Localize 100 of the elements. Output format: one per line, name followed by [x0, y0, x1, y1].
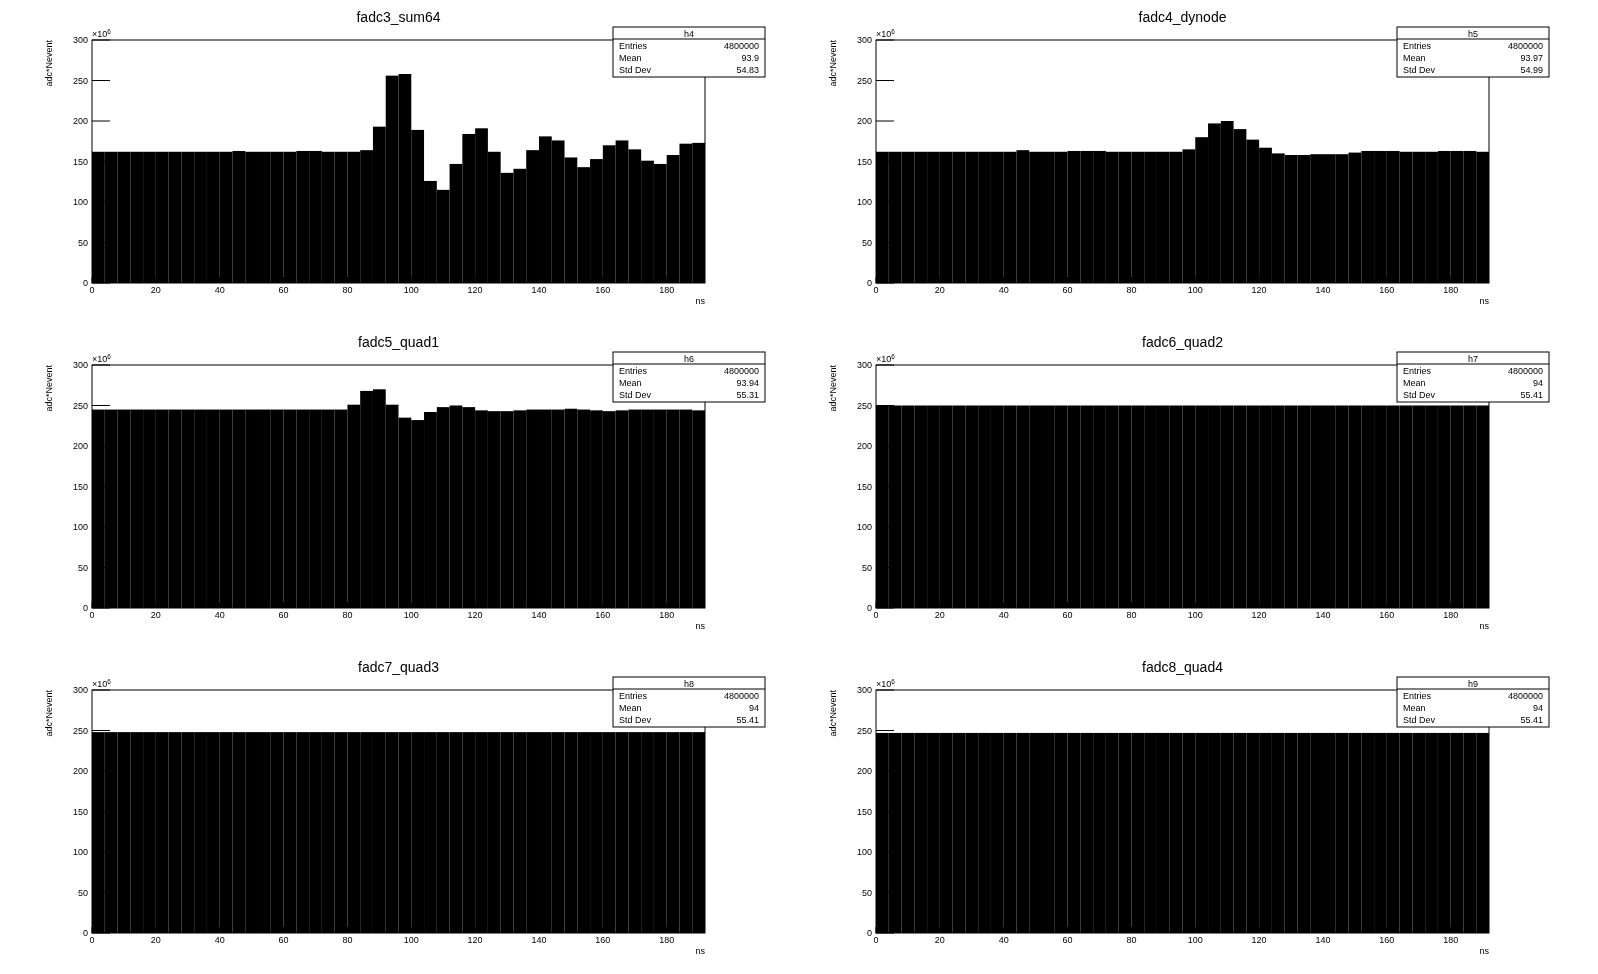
x-tick-label: 180 — [659, 610, 675, 620]
y-tick-label: 300 — [72, 685, 88, 695]
text: ×10$^{6}$ — [92, 27, 112, 39]
x-tick-label: 100 — [1187, 935, 1203, 945]
annotation: Mean — [619, 703, 642, 713]
x-tick-label: 80 — [342, 935, 353, 945]
chart-title: fadc4_dynode — [1138, 9, 1227, 25]
y-tick-label: 150 — [856, 156, 872, 167]
x-tick-label: 60 — [278, 610, 289, 620]
x-tick-label: 160 — [595, 285, 611, 295]
y-tick-label: 200 — [72, 441, 88, 451]
text: ×10$^{6}$ — [92, 677, 112, 689]
annotation: Entries — [619, 366, 648, 376]
x-axis-title: ns — [1479, 946, 1490, 956]
annotation: Mean — [1403, 703, 1426, 713]
x-tick-label: 100 — [403, 285, 419, 295]
x-tick-label: 60 — [278, 285, 289, 295]
y-tick-label: 300 — [856, 685, 872, 695]
x-tick-label: 120 — [467, 935, 483, 945]
x-tick-label: 180 — [1443, 285, 1459, 295]
x-tick-label: 140 — [1315, 935, 1331, 945]
chart-title: fadc8_quad4 — [1142, 659, 1224, 675]
text: ×10$^{6}$ — [92, 352, 112, 364]
x-tick-label: 180 — [659, 935, 675, 945]
x-tick-label: 100 — [1187, 610, 1203, 620]
text: 55.41 — [1520, 715, 1543, 725]
x-tick-label: 120 — [1251, 935, 1267, 945]
y-tick-label: 200 — [856, 116, 872, 126]
text: 94 — [1532, 703, 1543, 713]
x-tick-label: 20 — [150, 935, 161, 945]
text: 55.31 — [736, 390, 759, 400]
annotation: Std Dev — [1403, 715, 1436, 725]
chart-title: fadc3_sum64 — [356, 9, 441, 25]
x-tick-label: 160 — [1379, 935, 1395, 945]
x-tick-label: 20 — [150, 285, 161, 295]
text: 55.41 — [736, 715, 759, 725]
text: ×10$^{6}$ — [876, 352, 896, 364]
y-tick-label: 100 — [856, 847, 872, 857]
y-tick-label: 200 — [856, 441, 872, 451]
annotation: Std Dev — [619, 390, 652, 400]
chart-title: fadc5_quad1 — [358, 334, 440, 350]
annotation: Entries — [1403, 691, 1432, 701]
y-tick-label: 200 — [856, 766, 872, 776]
chart-title: fadc7_quad3 — [358, 659, 440, 675]
x-tick-label: 140 — [531, 935, 547, 945]
text: 94 — [1532, 378, 1543, 388]
x-tick-label: 140 — [531, 285, 547, 295]
x-tick-label: 0 — [873, 610, 879, 620]
text: 93.97 — [1520, 53, 1543, 63]
x-tick-label: 160 — [595, 610, 611, 620]
annotation: Entries — [1403, 366, 1432, 376]
x-tick-label: 80 — [1126, 285, 1137, 295]
y-axis-title: adc*Nevent — [828, 689, 838, 737]
x-tick-label: 120 — [467, 610, 483, 620]
y-axis-title: adc*Nevent — [828, 39, 838, 87]
text: 4800000 — [1507, 41, 1543, 51]
annotation: Std Dev — [1403, 390, 1436, 400]
y-tick-label: 250 — [856, 725, 872, 736]
x-tick-label: 60 — [1062, 610, 1073, 620]
x-tick-label: 160 — [1379, 285, 1395, 295]
y-tick-label: 150 — [856, 806, 872, 817]
x-tick-label: 20 — [934, 285, 945, 295]
y-tick-label: 150 — [72, 806, 88, 817]
text: 54.99 — [1520, 65, 1543, 75]
y-tick-label: 300 — [856, 360, 872, 370]
x-axis-title: ns — [1479, 296, 1490, 306]
x-tick-label: 40 — [998, 935, 1009, 945]
x-tick-label: 160 — [1379, 610, 1395, 620]
x-tick-label: 60 — [1062, 935, 1073, 945]
x-tick-label: 120 — [467, 285, 483, 295]
y-tick-label: 0 — [82, 603, 88, 613]
y-tick-label: 50 — [77, 887, 88, 898]
y-tick-label: 50 — [77, 562, 88, 573]
x-tick-label: 80 — [1126, 935, 1137, 945]
x-tick-label: 140 — [1315, 285, 1331, 295]
x-axis-title: ns — [1479, 621, 1490, 631]
text: 4800000 — [723, 691, 759, 701]
annotation: Std Dev — [1403, 65, 1436, 75]
annotation: Entries — [1403, 41, 1432, 51]
y-tick-label: 250 — [72, 725, 88, 736]
x-tick-label: 180 — [659, 285, 675, 295]
annotation: Mean — [1403, 378, 1426, 388]
y-tick-label: 100 — [72, 847, 88, 857]
y-tick-label: 150 — [72, 156, 88, 167]
y-tick-label: 150 — [856, 481, 872, 492]
x-tick-label: 80 — [1126, 610, 1137, 620]
x-axis-title: ns — [695, 621, 706, 631]
y-tick-label: 300 — [72, 35, 88, 45]
x-tick-label: 100 — [403, 935, 419, 945]
x-tick-label: 80 — [342, 285, 353, 295]
text: h6 — [683, 353, 695, 364]
x-tick-label: 100 — [1187, 285, 1203, 295]
text: 93.9 — [741, 53, 759, 63]
y-axis-title: adc*Nevent — [44, 689, 54, 737]
x-tick-label: 60 — [278, 935, 289, 945]
x-axis-title: ns — [695, 296, 706, 306]
y-tick-label: 250 — [856, 400, 872, 411]
x-tick-label: 100 — [403, 610, 419, 620]
annotation: Mean — [619, 378, 642, 388]
x-tick-label: 60 — [1062, 285, 1073, 295]
